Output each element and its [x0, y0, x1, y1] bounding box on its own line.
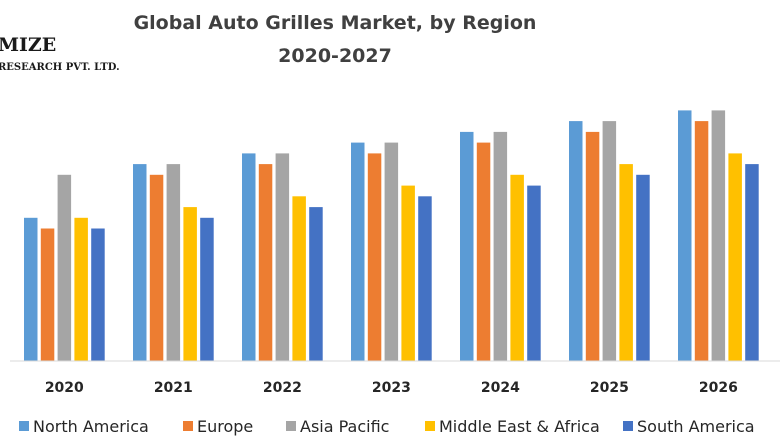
legend-label-south-america: South America [637, 417, 755, 436]
bar-2024-europe [476, 142, 491, 361]
logo-text-main: MIZE [0, 34, 56, 56]
bar-2021-north-america [133, 164, 147, 361]
legend-swatch-north-america [19, 421, 29, 431]
legend-label-asia-pacific: Asia Pacific [300, 417, 389, 436]
legend-label-north-america: North America [33, 417, 149, 436]
chart-subtitle: 2020-2027 [278, 45, 392, 67]
bar-2022-middle-east-africa [292, 196, 306, 361]
bar-2025-europe [585, 131, 600, 361]
bar-2021-middle-east-africa [183, 207, 197, 361]
legend-item-asia-pacific: Asia Pacific [286, 417, 389, 436]
x-tick-label-2021: 2021 [154, 380, 193, 396]
legend-item-middle-east-africa: Middle East & Africa [425, 417, 600, 436]
bar-2024-north-america [460, 131, 474, 361]
bar-2024-middle-east-africa [510, 174, 524, 361]
bar-2023-north-america [351, 142, 365, 361]
x-tick-label-2024: 2024 [481, 380, 520, 396]
chart-title: Global Auto Grilles Market, by Region [134, 12, 537, 34]
bar-2022-asia-pacific [275, 153, 290, 361]
bar-2020-europe [40, 228, 55, 361]
bar-2021-asia-pacific [166, 164, 181, 361]
bar-group [24, 110, 759, 362]
bar-2025-south-america [636, 174, 650, 361]
x-tick-labels: 2020 2021 2022 2023 2024 2025 2026 [45, 380, 738, 396]
bar-2023-asia-pacific [384, 142, 399, 361]
x-tick-label-2022: 2022 [263, 380, 302, 396]
logo-text-sub: RESEARCH PVT. LTD. [0, 62, 120, 73]
bar-2020-north-america [24, 217, 38, 361]
legend-item-europe: Europe [183, 417, 253, 436]
legend-swatch-middle-east-africa [425, 421, 435, 431]
bar-2026-asia-pacific [711, 110, 726, 362]
bar-2022-north-america [242, 153, 256, 361]
bar-2023-south-america [418, 196, 432, 361]
bar-2020-south-america [91, 228, 105, 361]
legend-item-north-america: North America [19, 417, 149, 436]
legend-swatch-europe [183, 421, 193, 431]
bar-2025-north-america [569, 121, 583, 361]
bar-2025-middle-east-africa [619, 164, 633, 361]
legend-label-europe: Europe [197, 417, 253, 436]
legend-swatch-south-america [623, 421, 633, 431]
bar-2024-asia-pacific [493, 131, 508, 361]
bar-2024-south-america [527, 185, 541, 361]
bar-2023-europe [367, 153, 382, 361]
bar-2026-middle-east-africa [728, 153, 742, 361]
bar-2021-south-america [200, 217, 214, 361]
x-tick-label-2026: 2026 [699, 380, 738, 396]
bar-2020-middle-east-africa [74, 217, 88, 361]
legend: North America Europe Asia Pacific Middle Ea… [19, 417, 755, 436]
legend-swatch-asia-pacific [286, 421, 296, 431]
legend-item-south-america: South America [623, 417, 755, 436]
bar-2023-middle-east-africa [401, 185, 415, 361]
bar-2022-south-america [309, 207, 323, 361]
x-tick-label-2020: 2020 [45, 380, 84, 396]
x-tick-label-2025: 2025 [590, 380, 629, 396]
bar-2021-europe [149, 174, 164, 361]
bar-2025-asia-pacific [602, 121, 617, 361]
company-logo: MIZE RESEARCH PVT. LTD. [0, 34, 120, 73]
bar-2020-asia-pacific [57, 174, 72, 361]
bar-2026-south-america [745, 164, 759, 361]
bar-2022-europe [258, 164, 273, 361]
legend-label-middle-east-africa: Middle East & Africa [439, 417, 600, 436]
bar-2026-europe [694, 121, 709, 361]
bar-2026-north-america [678, 110, 692, 362]
x-tick-label-2023: 2023 [372, 380, 411, 396]
